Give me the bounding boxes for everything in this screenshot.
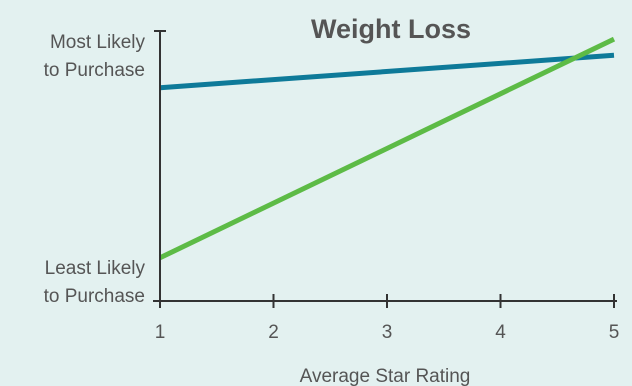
y-label-top-line1: Most Likely [50,32,146,53]
series-line-2 [158,36,616,261]
series-layer [158,36,616,261]
x-tick-label-3: 3 [382,322,393,343]
x-ticks-layer: 1 2 3 4 5 [155,294,620,343]
chart-title: Weight Loss [311,14,471,44]
y-label-top-line2: to Purchase [44,60,145,81]
x-tick-label-4: 4 [495,322,506,343]
y-label-bottom-line2: to Purchase [44,286,145,307]
x-tick-label-1: 1 [155,322,166,343]
x-tick-label-2: 2 [268,322,279,343]
series-line-1 [159,52,615,91]
x-axis-label: Average Star Rating [300,366,471,386]
y-label-bottom-line1: Least Likely [45,258,146,279]
x-tick-label-5: 5 [609,322,620,343]
